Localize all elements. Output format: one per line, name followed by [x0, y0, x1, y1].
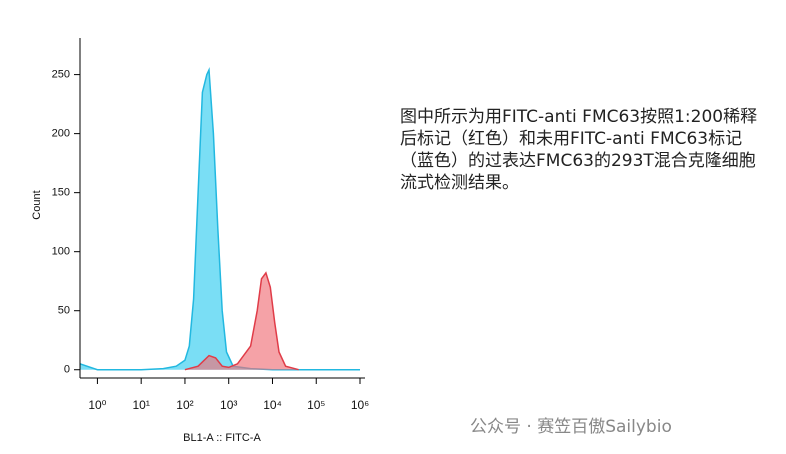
y-axis-label: Count: [31, 190, 43, 219]
area: [184, 272, 299, 370]
caption: 图中所示为用FITC-anti FMC63按照1:200稀释后标记（红色）和未用…: [400, 107, 758, 193]
x-tick-label: 10³: [220, 398, 237, 412]
watermark: 公众号 · 赛笠百傲Sailybio: [470, 417, 672, 437]
y-tick-label: 0: [64, 364, 70, 376]
y-tick-label: 100: [52, 246, 70, 258]
chart: Count BL1-A :: FITC-A 0 50 100 150 200 25010⁰…: [31, 38, 369, 444]
x-tick-label: 10⁰: [88, 398, 106, 412]
line: [184, 271, 299, 371]
y-tick-label: 50: [58, 305, 70, 317]
y-tick-label: 150: [52, 187, 70, 199]
x-tick-label: 10²: [176, 398, 193, 412]
y-tick-label: 200: [52, 128, 70, 140]
area: [80, 69, 360, 370]
y-tick-label: 250: [52, 69, 70, 81]
line: [79, 66, 360, 371]
x-tick-label: 10⁵: [307, 398, 325, 412]
x-tick-label: 10⁶: [351, 398, 369, 412]
x-axis-label: BL1-A :: FITC-A: [183, 432, 261, 444]
x-tick-label: 10¹: [133, 398, 150, 412]
x-tick-label: 10⁴: [263, 398, 282, 412]
